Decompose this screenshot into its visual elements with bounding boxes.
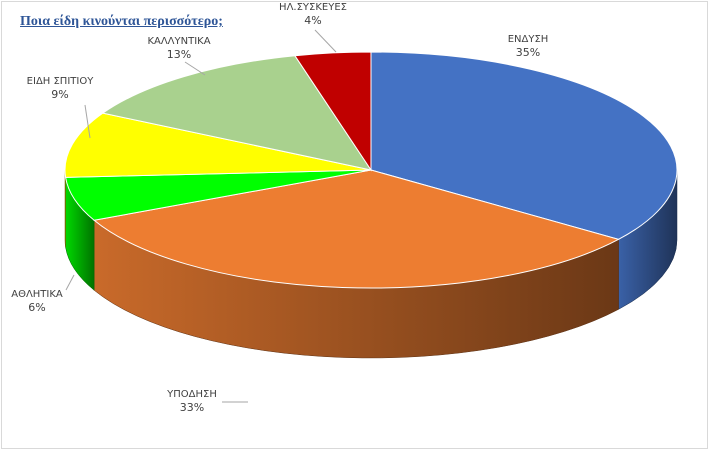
- pie-slice-footwear: [92, 169, 620, 289]
- data-label-value-footwear: 33%: [180, 401, 204, 414]
- chart-title: Ποια είδη κινούνται περισσότερο;: [20, 14, 223, 29]
- leader-line-household: [84, 104, 91, 139]
- pie-slice-appliances: [294, 51, 372, 172]
- data-label-value-cosmetics: 13%: [167, 48, 191, 61]
- data-label-category-household: ΕΙΔΗ ΣΠΙΤΙΟΥ: [27, 76, 95, 87]
- pie-side-household: [64, 169, 66, 248]
- data-label-category-sports: ΑΘΛΗΤΙΚΑ: [11, 289, 63, 300]
- leader-line-sports: [65, 274, 75, 291]
- pie-slice-clothing: [370, 51, 678, 240]
- pie-side-walls: [64, 169, 678, 359]
- leader-line-cosmetics: [184, 61, 206, 76]
- pie-slice-household: [64, 112, 372, 178]
- data-label-category-appliances: ΗΛ.ΣΥΣΚΕΥΕΣ: [279, 2, 347, 13]
- data-label-value-appliances: 4%: [304, 14, 321, 27]
- pie-top-faces: [64, 51, 678, 289]
- data-label-value-clothing: 35%: [516, 46, 540, 59]
- data-label-value-sports: 6%: [28, 301, 45, 314]
- data-label-category-clothing: ΕΝΔΥΣΗ: [508, 34, 549, 45]
- data-label-category-cosmetics: ΚΑΛΛΥΝΤΙΚΑ: [147, 36, 210, 47]
- leader-line-appliances: [314, 29, 337, 53]
- pie-slice-cosmetics: [101, 55, 373, 171]
- data-label-category-footwear: ΥΠΟΔΗΣΗ: [166, 389, 217, 400]
- data-label-value-household: 9%: [51, 88, 68, 101]
